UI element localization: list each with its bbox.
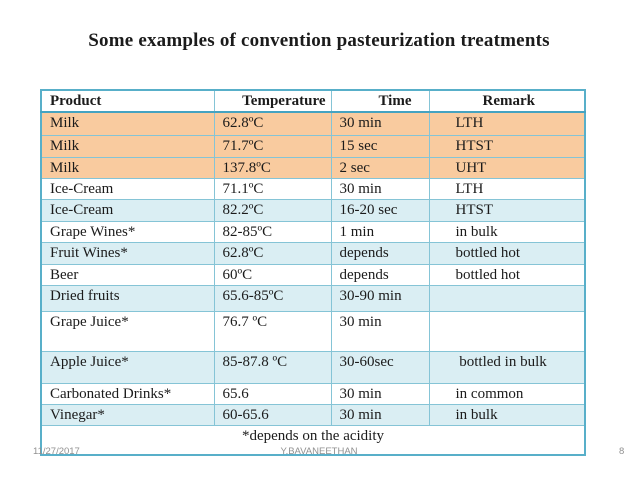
cell-temperature: 82-85ºC bbox=[213, 220, 332, 243]
cell-remark bbox=[428, 284, 586, 312]
cell-temperature: 62.8ºC bbox=[213, 241, 332, 265]
cell-product: Milk bbox=[40, 111, 215, 136]
cell-time: depends bbox=[330, 241, 430, 265]
column-header-time: Time bbox=[330, 89, 430, 113]
cell-time: 16-20 sec bbox=[330, 198, 430, 222]
column-header-temperature: Temperature bbox=[213, 89, 332, 113]
table-row: Milk 62.8ºC 30 min LTH bbox=[40, 111, 586, 136]
table-row: Vinegar* 60-65.6 30 min in bulk bbox=[40, 403, 586, 426]
cell-remark: HTST bbox=[428, 134, 586, 158]
table-footnote: *depends on the acidity bbox=[40, 424, 586, 456]
cell-time: 30 min bbox=[330, 111, 430, 136]
cell-time: 15 sec bbox=[330, 134, 430, 158]
cell-remark: in common bbox=[428, 382, 586, 405]
cell-temperature: 85-87.8 ºC bbox=[213, 350, 332, 384]
cell-time: 30 min bbox=[330, 403, 430, 426]
cell-product: Grape Juice* bbox=[40, 310, 215, 352]
cell-temperature: 65.6 bbox=[213, 382, 332, 405]
cell-remark: UHT bbox=[428, 156, 586, 179]
cell-remark: bottled hot bbox=[428, 241, 586, 265]
table-row: Apple Juice* 85-87.8 ºC 30-60sec bottled i… bbox=[40, 350, 586, 384]
cell-time: 30 min bbox=[330, 310, 430, 352]
table-footnote-row: *depends on the acidity bbox=[40, 424, 586, 456]
cell-remark: bottled in bulk bbox=[428, 350, 586, 384]
cell-remark: in bulk bbox=[428, 403, 586, 426]
table-row: Carbonated Drinks* 65.6 30 min in common bbox=[40, 382, 586, 405]
table-row: Milk 71.7ºC 15 sec HTST bbox=[40, 134, 586, 158]
column-header-remark: Remark bbox=[428, 89, 586, 113]
footer-author: Y.BAVANEETHAN bbox=[280, 446, 358, 457]
cell-remark: LTH bbox=[428, 111, 586, 136]
cell-temperature: 137.8ºC bbox=[213, 156, 332, 179]
cell-product: Ice-Cream bbox=[40, 198, 215, 222]
cell-time: 30 min bbox=[330, 382, 430, 405]
cell-time: 30-60sec bbox=[330, 350, 430, 384]
table-row: Milk 137.8ºC 2 sec UHT bbox=[40, 156, 586, 179]
cell-remark: HTST bbox=[428, 198, 586, 222]
table-header-row: Product Temperature Time Remark bbox=[40, 89, 586, 113]
cell-time: depends bbox=[330, 263, 430, 286]
cell-temperature: 82.2ºC bbox=[213, 198, 332, 222]
column-header-product: Product bbox=[40, 89, 215, 113]
table-row: Ice-Cream 82.2ºC 16-20 sec HTST bbox=[40, 198, 586, 222]
cell-temperature: 71.7ºC bbox=[213, 134, 332, 158]
cell-temperature: 65.6-85ºC bbox=[213, 284, 332, 312]
footer-page-number: 8 bbox=[619, 446, 625, 457]
cell-product: Milk bbox=[40, 134, 215, 158]
cell-remark: bottled hot bbox=[428, 263, 586, 286]
cell-temperature: 71.1ºC bbox=[213, 177, 332, 200]
cell-temperature: 60ºC bbox=[213, 263, 332, 286]
footer-date: 11/27/2017 bbox=[33, 446, 80, 457]
table-row: Ice-Cream 71.1ºC 30 min LTH bbox=[40, 177, 586, 200]
cell-product: Apple Juice* bbox=[40, 350, 215, 384]
table-row: Beer 60ºC depends bottled hot bbox=[40, 263, 586, 286]
table-row: Grape Wines* 82-85ºC 1 min in bulk bbox=[40, 220, 586, 243]
page-title: Some examples of convention pasteurizati… bbox=[88, 30, 550, 51]
cell-product: Vinegar* bbox=[40, 403, 215, 426]
cell-time: 30 min bbox=[330, 177, 430, 200]
cell-product: Beer bbox=[40, 263, 215, 286]
cell-remark bbox=[428, 310, 586, 352]
cell-product: Fruit Wines* bbox=[40, 241, 215, 265]
cell-remark: in bulk bbox=[428, 220, 586, 243]
cell-product: Carbonated Drinks* bbox=[40, 382, 215, 405]
cell-product: Grape Wines* bbox=[40, 220, 215, 243]
cell-temperature: 62.8ºC bbox=[213, 111, 332, 136]
cell-temperature: 60-65.6 bbox=[213, 403, 332, 426]
cell-temperature: 76.7 ºC bbox=[213, 310, 332, 352]
table-row: Grape Juice* 76.7 ºC 30 min bbox=[40, 310, 586, 352]
cell-product: Dried fruits bbox=[40, 284, 215, 312]
table-body: Milk 62.8ºC 30 min LTH Milk 71.7ºC 15 sec HTST M… bbox=[40, 111, 586, 456]
table-row: Dried fruits 65.6-85ºC 30-90 min bbox=[40, 284, 586, 312]
cell-time: 30-90 min bbox=[330, 284, 430, 312]
pasteurization-table: Product Temperature Time Remark Milk 62.8ºC 3… bbox=[40, 89, 586, 456]
cell-time: 1 min bbox=[330, 220, 430, 243]
cell-time: 2 sec bbox=[330, 156, 430, 179]
cell-product: Ice-Cream bbox=[40, 177, 215, 200]
cell-remark: LTH bbox=[428, 177, 586, 200]
cell-product: Milk bbox=[40, 156, 215, 179]
table-row: Fruit Wines* 62.8ºC depends bottled hot bbox=[40, 241, 586, 265]
